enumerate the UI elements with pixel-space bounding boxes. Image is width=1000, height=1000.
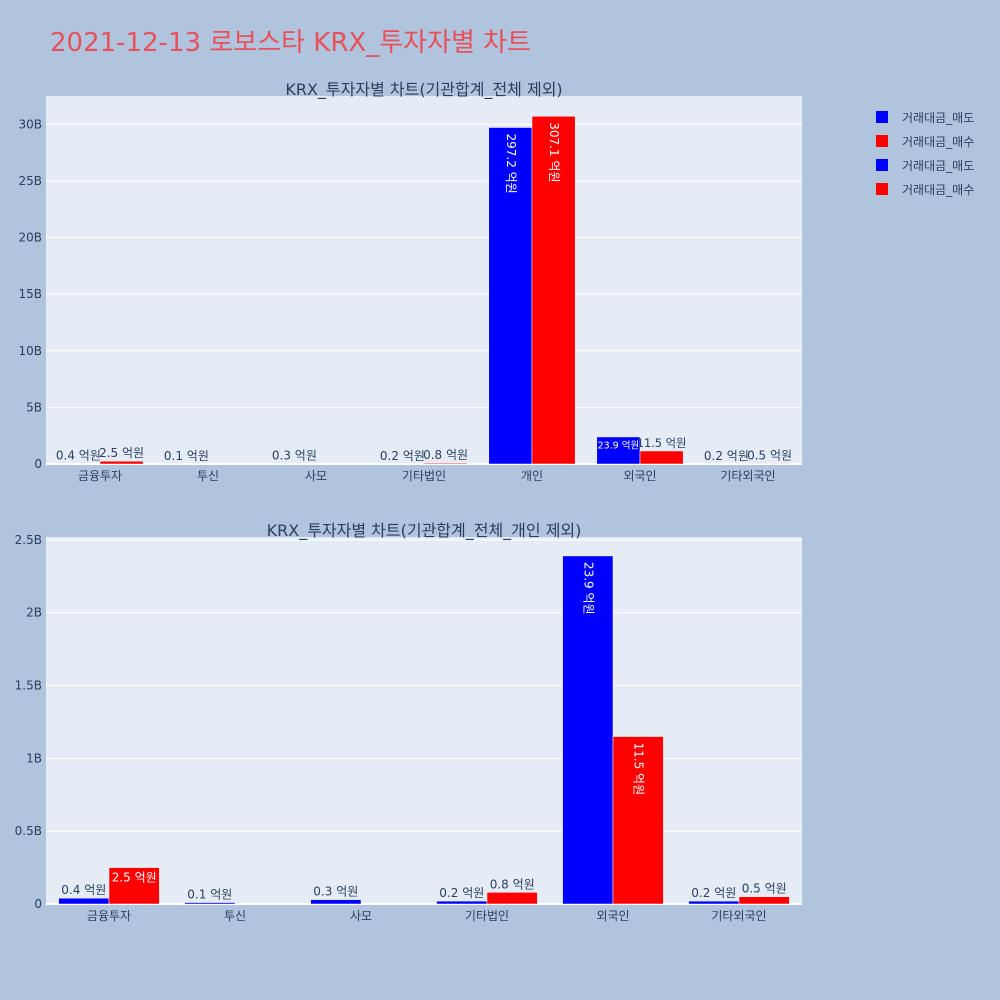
legend-item[interactable]: 거래대금_매도	[876, 154, 974, 176]
legend-swatch	[876, 111, 888, 123]
bar	[108, 867, 160, 905]
data-label: 2.5 억원	[99, 446, 144, 460]
x-tick-label: 기타외국인	[720, 469, 775, 483]
data-label: 307.1 억원	[547, 122, 561, 182]
y-tick-label: 1.5B	[15, 679, 42, 693]
y-tick-label: 15B	[18, 287, 42, 301]
data-label: 297.2 억원	[504, 133, 518, 193]
bar	[486, 892, 538, 905]
legend-item[interactable]: 거래대금_매수	[876, 130, 974, 152]
x-tick-label: 기타외국인	[711, 909, 766, 923]
bar	[310, 899, 362, 905]
bar	[99, 460, 144, 465]
data-label: 0.4 억원	[56, 449, 101, 463]
bar	[612, 736, 664, 905]
x-tick-label: 투신	[197, 469, 219, 483]
x-tick-label: 개인	[521, 469, 543, 483]
legend-swatch	[876, 135, 888, 147]
data-label: 0.4 억원	[61, 883, 106, 897]
data-label: 23.9 억원	[581, 562, 595, 615]
bar	[738, 896, 790, 905]
data-label: 0.8 억원	[490, 877, 535, 891]
legend-label: 거래대금_매도	[902, 158, 975, 173]
bar	[531, 116, 576, 465]
bar	[423, 462, 468, 465]
bar	[488, 127, 533, 465]
x-tick-label: 외국인	[596, 909, 629, 923]
y-tick-label: 30B	[18, 117, 42, 131]
x-tick-label: 기타법인	[402, 469, 446, 483]
plot-area	[46, 537, 802, 904]
y-tick-label: 0	[34, 897, 42, 911]
y-tick-label: 0.5B	[15, 824, 42, 838]
data-label: 2.5 억원	[112, 871, 157, 885]
data-label: 11.5 억원	[632, 743, 646, 796]
data-label: 0.5 억원	[742, 882, 787, 896]
chart-title: KRX_투자자별 차트(기관합계_전체_개인 제외)	[267, 521, 582, 541]
y-tick-label: 1B	[26, 751, 42, 765]
bar	[639, 450, 684, 465]
x-tick-label: 사모	[305, 469, 327, 483]
bar	[436, 900, 488, 905]
bar	[688, 900, 740, 905]
bar	[747, 463, 792, 465]
legend-item[interactable]: 거래대금_매수	[876, 178, 974, 200]
x-tick-label: 기타법인	[465, 909, 509, 923]
y-tick-label: 0	[34, 457, 42, 471]
bar	[596, 436, 641, 465]
data-label: 0.2 억원	[380, 449, 425, 463]
data-label: 0.5 억원	[747, 448, 792, 462]
bar	[58, 897, 110, 905]
data-label: 0.2 억원	[691, 886, 736, 900]
x-tick-label: 외국인	[623, 469, 656, 483]
legend[interactable]: 거래대금_매도 거래대금_매수 거래대금_매도 거래대금_매수	[876, 106, 974, 202]
data-label: 0.3 억원	[272, 449, 317, 463]
x-tick-label: 투신	[224, 909, 246, 923]
legend-label: 거래대금_매수	[902, 182, 975, 197]
legend-label: 거래대금_매도	[902, 110, 975, 125]
x-tick-label: 금융투자	[78, 469, 122, 483]
bar	[562, 555, 614, 905]
x-tick-label: 금융투자	[87, 909, 131, 923]
data-label: 0.1 억원	[187, 888, 232, 902]
y-tick-label: 25B	[18, 174, 42, 188]
data-label: 23.9 억원	[598, 439, 640, 451]
plot-area	[46, 96, 802, 464]
chart-1: 0 5B 10B 15B 20B 25B 30B KRX_투자자별 차트(기관합계_전체 제외…	[18, 80, 802, 483]
x-tick-label: 사모	[350, 909, 372, 923]
y-tick-label: 2.5B	[15, 533, 42, 547]
data-label: 11.5 억원	[637, 436, 687, 450]
legend-swatch	[876, 159, 888, 171]
data-label: 0.2 억원	[439, 886, 484, 900]
data-label: 0.2 억원	[704, 449, 749, 463]
bar	[184, 902, 236, 905]
y-tick-label: 10B	[18, 344, 42, 358]
y-tick-label: 20B	[18, 231, 42, 245]
data-label: 0.3 억원	[313, 885, 358, 899]
chart-2: 0 0.5B 1B 1.5B 2B 2.5B KRX_투자자별 차트(기관합계_전체_개인 …	[15, 521, 802, 923]
data-label: 0.1 억원	[164, 449, 209, 463]
data-label: 0.8 억원	[423, 448, 468, 462]
legend-item[interactable]: 거래대금_매도	[876, 106, 974, 128]
legend-label: 거래대금_매수	[902, 134, 975, 149]
y-tick-label: 2B	[26, 606, 42, 620]
legend-swatch	[876, 183, 888, 195]
page-title: 2021-12-13 로보스타 KRX_투자자별 차트	[50, 28, 532, 58]
y-tick-label: 5B	[26, 400, 42, 414]
chart-title: KRX_투자자별 차트(기관합계_전체 제외)	[285, 80, 562, 100]
